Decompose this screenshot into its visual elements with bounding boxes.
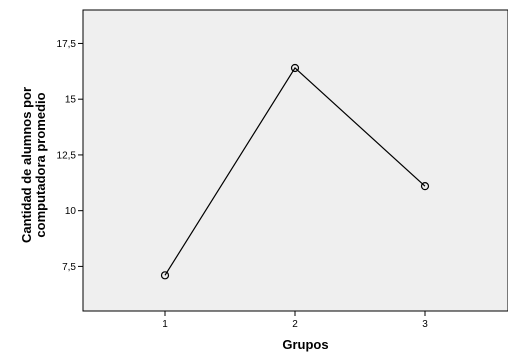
y-tick-label: 7,5 — [62, 262, 76, 273]
x-axis-title: Grupos — [282, 337, 328, 352]
series-line — [164, 67, 426, 276]
x-axis: 1 2 3 — [162, 311, 428, 330]
y-tick-label: 17,5 — [57, 39, 77, 50]
y-axis-title-line-1: Cantidad de alumnos por — [19, 87, 34, 243]
series-layer — [160, 63, 430, 280]
plot-area — [82, 9, 508, 312]
x-tick-label: 3 — [422, 319, 428, 330]
y-tick-label: 12,5 — [57, 150, 77, 161]
y-axis-title: Cantidad de alumnos por computadora prom… — [19, 87, 48, 243]
y-tick-label: 10 — [65, 206, 77, 217]
data-point — [160, 271, 170, 280]
data-point — [420, 182, 430, 191]
x-tick-label: 1 — [162, 319, 168, 330]
data-point — [290, 63, 300, 73]
y-axis-title-line-2: computadora promedio — [33, 92, 48, 237]
y-axis: 7,5 10 12,5 15 17,5 — [57, 39, 83, 273]
y-tick-label: 15 — [65, 95, 77, 106]
x-tick-label: 2 — [292, 319, 298, 330]
